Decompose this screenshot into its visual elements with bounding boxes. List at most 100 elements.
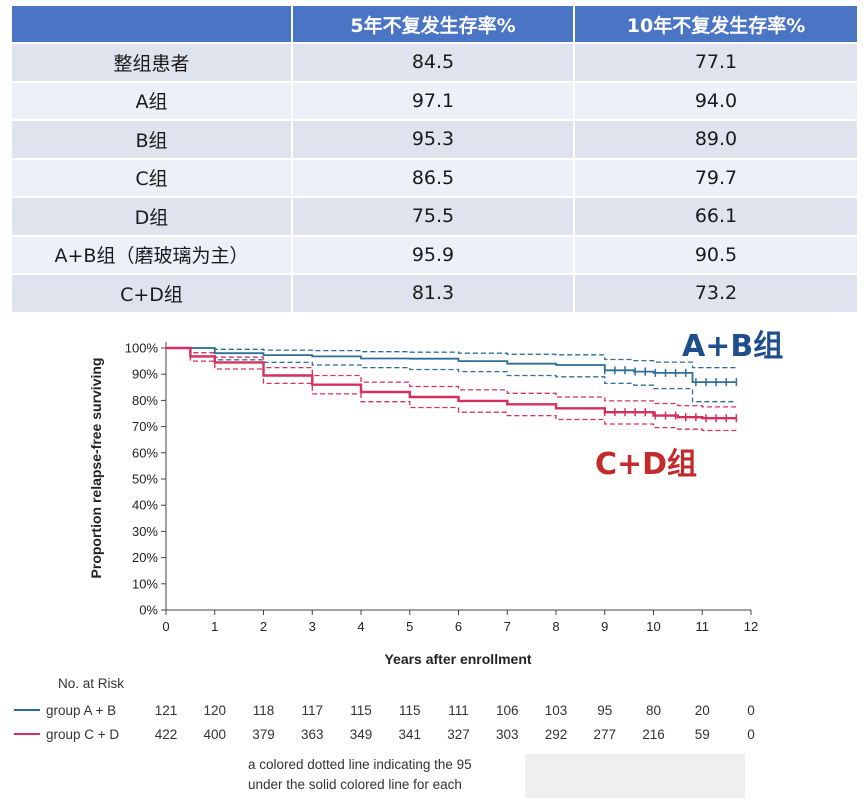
risk-count: 103 <box>545 703 568 718</box>
header-10yr: 10年不复发生存率% <box>574 6 857 43</box>
y-axis-title: Proportion relapse-free surviving <box>88 358 104 579</box>
risk-count: 292 <box>545 727 568 742</box>
risk-count: 111 <box>448 703 469 718</box>
risk-count: 363 <box>301 727 324 742</box>
table-row: D组 75.5 66.1 <box>12 196 857 236</box>
risk-count: 20 <box>695 703 710 718</box>
risk-count: 121 <box>155 703 178 718</box>
caption-line-2: under the solid colored line for each <box>248 777 462 792</box>
x-tick-label: 4 <box>357 619 364 634</box>
x-tick-label: 11 <box>696 619 710 634</box>
row-10yr: 66.1 <box>574 196 857 236</box>
x-tick-label: 3 <box>309 619 316 634</box>
x-tick-label: 9 <box>601 619 608 634</box>
ci-upper-ab <box>166 347 737 369</box>
risk-count: 303 <box>496 727 519 742</box>
risk-count: 422 <box>155 727 178 742</box>
table-row: A组 97.1 94.0 <box>12 80 857 120</box>
survival-rate-table: 5年不复发生存率% 10年不复发生存率% 整组患者 84.5 77.1 A组 9… <box>12 6 857 312</box>
plot-area: 0%10%20%30%40%50%60%70%80%90%100%0 1 2 3 4 5 6… <box>125 341 758 635</box>
series-line-ab <box>166 347 737 383</box>
x-tick-label: 12 <box>744 619 758 634</box>
x-tick-label: 8 <box>552 619 559 634</box>
risk-title: No. at Risk <box>58 676 124 691</box>
x-tick-label: 7 <box>504 619 511 634</box>
risk-count: 379 <box>252 727 275 742</box>
annotation-ab: A+B组 <box>682 329 783 364</box>
risk-count: 277 <box>593 727 616 742</box>
y-tick-label: 40% <box>132 498 158 513</box>
x-tick-label: 1 <box>211 619 218 634</box>
y-tick-label: 30% <box>132 524 158 539</box>
risk-count: 95 <box>597 703 612 718</box>
risk-count: 400 <box>203 727 226 742</box>
risk-table: No. at Risk group A + B group C + D 121 1… <box>14 676 755 742</box>
risk-count: 349 <box>350 727 373 742</box>
km-survival-chart: 0%10%20%30%40%50%60%70%80%90%100%0 1 2 3 4 5 6… <box>14 329 783 798</box>
table-row: B组 95.3 89.0 <box>12 119 857 159</box>
row-10yr: 89.0 <box>574 119 857 159</box>
ci-lower-cd <box>166 347 737 432</box>
header-group <box>12 6 293 43</box>
row-label: C组 <box>12 157 293 197</box>
row-5yr: 97.1 <box>292 80 575 120</box>
risk-count: 59 <box>695 727 710 742</box>
risk-count: 216 <box>642 727 665 742</box>
row-label: A组 <box>12 80 293 120</box>
risk-count: 120 <box>203 703 226 718</box>
row-5yr: 95.9 <box>292 234 575 274</box>
risk-row-name-ab: group A + B <box>46 703 116 718</box>
x-tick-label: 2 <box>260 619 267 634</box>
risk-count: 0 <box>747 703 755 718</box>
table-row: 整组患者 84.5 77.1 <box>12 42 857 82</box>
row-10yr: 90.5 <box>574 234 857 274</box>
row-label: 整组患者 <box>12 42 293 82</box>
x-tick-label: 10 <box>646 619 660 634</box>
risk-count: 0 <box>747 727 755 742</box>
y-tick-label: 70% <box>132 419 158 434</box>
table-row: A+B组（磨玻璃为主） 95.9 90.5 <box>12 234 857 274</box>
y-tick-label: 20% <box>132 550 158 565</box>
row-10yr: 77.1 <box>574 42 857 82</box>
x-tick-label: 6 <box>455 619 462 634</box>
risk-count: 80 <box>646 703 661 718</box>
risk-count: 117 <box>301 703 323 718</box>
y-tick-label: 90% <box>132 367 158 382</box>
row-5yr: 95.3 <box>292 119 575 159</box>
ci-lower-ab <box>166 347 737 403</box>
risk-count: 341 <box>398 727 421 742</box>
table-row: C+D组 81.3 73.2 <box>12 273 857 312</box>
row-10yr: 79.7 <box>574 157 857 197</box>
row-10yr: 73.2 <box>574 273 857 312</box>
risk-count: 118 <box>253 703 275 718</box>
row-10yr: 94.0 <box>574 80 857 120</box>
row-label: C+D组 <box>12 273 293 312</box>
y-tick-label: 60% <box>132 445 158 460</box>
table-header-row: 5年不复发生存率% 10年不复发生存率% <box>12 6 857 43</box>
risk-count: 106 <box>496 703 519 718</box>
ci-upper-cd <box>166 347 737 408</box>
y-tick-label: 50% <box>132 472 158 487</box>
risk-row-name-cd: group C + D <box>46 727 119 742</box>
watermark-overlay <box>525 754 745 798</box>
row-5yr: 75.5 <box>292 196 575 236</box>
row-5yr: 84.5 <box>292 42 575 82</box>
row-label: B组 <box>12 119 293 159</box>
header-5yr: 5年不复发生存率% <box>292 6 575 43</box>
row-5yr: 81.3 <box>292 273 575 312</box>
row-label: A+B组（磨玻璃为主） <box>12 234 293 274</box>
y-tick-label: 100% <box>125 341 159 356</box>
risk-count: 115 <box>399 703 421 718</box>
row-label: D组 <box>12 196 293 236</box>
caption-line-1: a colored dotted line indicating the 95 <box>248 757 472 772</box>
table-row: C组 86.5 79.7 <box>12 157 857 197</box>
y-tick-label: 0% <box>139 603 158 618</box>
y-tick-label: 10% <box>132 576 158 591</box>
x-tick-label: 0 <box>162 619 169 634</box>
y-tick-label: 80% <box>132 393 158 408</box>
x-axis-title: Years after enrollment <box>384 651 531 667</box>
risk-count: 115 <box>350 703 372 718</box>
x-tick-label: 5 <box>406 619 413 634</box>
row-5yr: 86.5 <box>292 157 575 197</box>
annotation-cd: C+D组 <box>595 447 697 482</box>
